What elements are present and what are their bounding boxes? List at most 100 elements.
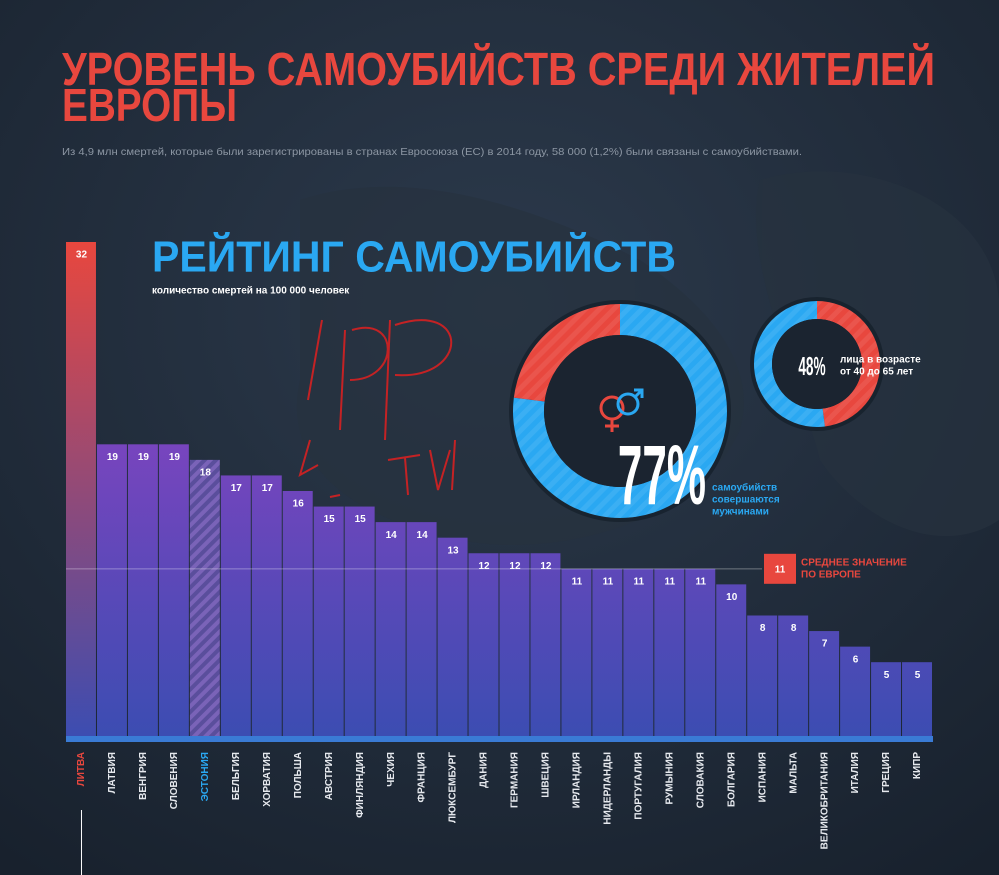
- bar: [158, 444, 189, 740]
- bar: [251, 475, 282, 740]
- bar: [840, 646, 871, 740]
- x-tick-label: ФРАНЦИЯ: [417, 752, 428, 802]
- x-tick-label: ЛЮКСЕМБУРГ: [448, 752, 459, 823]
- bar-value-label: 17: [231, 483, 243, 494]
- x-tick-label: НИДЕРЛАНДЫ: [603, 752, 614, 825]
- x-tick-label: ЛАТВИЯ: [107, 752, 118, 793]
- bar: [468, 553, 499, 740]
- average-label: СРЕДНЕЕ ЗНАЧЕНИЕ: [801, 557, 907, 568]
- bar-value-label: 5: [915, 670, 921, 681]
- bar: [654, 568, 685, 740]
- donut-caption: совершаются: [712, 495, 780, 506]
- bar: [375, 522, 406, 740]
- average-box: [764, 553, 796, 584]
- x-tick-label: ГЕРМАНИЯ: [510, 752, 521, 808]
- x-tick-label: СЛОВАКИЯ: [695, 752, 706, 808]
- bar: [313, 506, 344, 740]
- page-title: ЕВРОПЫ: [62, 79, 237, 131]
- donut-hole: [772, 319, 862, 409]
- x-tick-label: РУМЫНИЯ: [664, 752, 675, 804]
- bar-value-label: 13: [447, 545, 459, 556]
- bar-value-label: 11: [572, 576, 583, 587]
- x-tick-label: ВЕНГРИЯ: [138, 752, 149, 800]
- bar: [716, 584, 747, 740]
- bar-value-label: 15: [324, 514, 336, 525]
- bar: [282, 491, 313, 740]
- bar: [66, 242, 96, 740]
- bar-value-label: 15: [355, 514, 367, 525]
- bar: [871, 662, 902, 740]
- bar: [344, 506, 375, 740]
- donut-caption: от 40 до 65 лет: [840, 367, 913, 378]
- donut-stripes: [754, 301, 880, 427]
- bar-value-label: 6: [853, 654, 859, 665]
- bar: [499, 553, 530, 740]
- bar-value-label: 11: [634, 576, 645, 587]
- bar-value-label: 7: [822, 639, 828, 650]
- bar: [902, 662, 932, 740]
- bar-value-label: 8: [791, 623, 797, 634]
- bar-value-label: 14: [417, 530, 429, 541]
- bar-value-label: 19: [138, 452, 150, 463]
- x-tick-label: ИРЛАНДИЯ: [572, 752, 583, 808]
- bar-value-label: 11: [665, 576, 676, 587]
- bar-value-label: 32: [76, 250, 88, 261]
- bar: [685, 568, 716, 740]
- x-tick-label: ВЕЛИКОБРИТАНИЯ: [819, 752, 830, 849]
- bar-value-label: 14: [386, 530, 398, 541]
- x-tick-label: БОЛГАРИЯ: [726, 752, 737, 807]
- donut-caption: лица в возрасте: [840, 355, 921, 366]
- x-tick-label: ФИНЛЯНДИЯ: [355, 752, 366, 818]
- chart-subtitle: количество смертей на 100 000 человек: [152, 286, 350, 297]
- gender-icon: [599, 388, 644, 432]
- scribble: [298, 319, 456, 498]
- bar: [220, 475, 251, 740]
- bar: [778, 615, 809, 740]
- bar: [809, 631, 840, 740]
- bar: [96, 444, 127, 740]
- page-subtitle: Из 4,9 млн смертей, которые были зарегис…: [62, 146, 802, 158]
- bar-value-label: 11: [695, 576, 706, 587]
- donut-value-label: 77%: [618, 428, 706, 522]
- page-title: УРОВЕНЬ САМОУБИЙСТВ СРЕДИ ЖИТЕЛЕЙ: [62, 43, 935, 95]
- bar: [127, 444, 158, 740]
- bar: [530, 553, 561, 740]
- x-tick-label: МАЛЬТА: [788, 752, 799, 794]
- x-tick-label: ЭСТОНИЯ: [200, 752, 211, 801]
- bar-value-label: 19: [107, 452, 119, 463]
- x-tick-label: СЛОВЕНИЯ: [169, 752, 180, 809]
- chart-title: РЕЙТИНГ САМОУБИЙСТВ: [152, 231, 676, 282]
- bar: [437, 537, 468, 740]
- x-tick-label: ШВЕЦИЯ: [541, 752, 552, 798]
- x-tick-label: ИСПАНИЯ: [757, 752, 768, 802]
- bar-value-label: 18: [200, 468, 212, 479]
- bar-value-label: 5: [884, 670, 890, 681]
- x-tick-label: АВСТРИЯ: [324, 752, 335, 800]
- bar-value-label: 12: [540, 561, 552, 572]
- bar-value-label: 10: [726, 592, 738, 603]
- donut-caption: мужчинами: [712, 507, 769, 518]
- bar: [561, 568, 592, 740]
- x-tick-label: КИПР: [912, 752, 923, 779]
- donut-stripes: [513, 304, 727, 518]
- average-label: ПО ЕВРОПЕ: [801, 569, 861, 580]
- x-tick-label: БЕЛЬГИЯ: [231, 752, 242, 800]
- bar-value-label: 8: [760, 623, 766, 634]
- bar-value-label: 11: [603, 576, 614, 587]
- x-tick-label: ДАНИЯ: [479, 752, 490, 788]
- x-tick-label: ХОРВАТИЯ: [262, 752, 273, 807]
- x-tick-label: ПОРТУГАЛИЯ: [633, 752, 644, 820]
- bar-value-label: 12: [478, 561, 490, 572]
- x-tick-label: ПОЛЬША: [293, 752, 304, 798]
- bar-value-label: 12: [509, 561, 521, 572]
- x-tick-label: ЧЕХИЯ: [386, 752, 397, 787]
- baseline: [66, 736, 933, 742]
- bar-value-label: 16: [293, 499, 305, 510]
- x-tick-label: ИТАЛИЯ: [850, 752, 861, 793]
- bar: [747, 615, 778, 740]
- bar-value-label: 17: [262, 483, 274, 494]
- bar: [623, 568, 654, 740]
- bar-value-label: 19: [169, 452, 181, 463]
- bar: [189, 459, 220, 740]
